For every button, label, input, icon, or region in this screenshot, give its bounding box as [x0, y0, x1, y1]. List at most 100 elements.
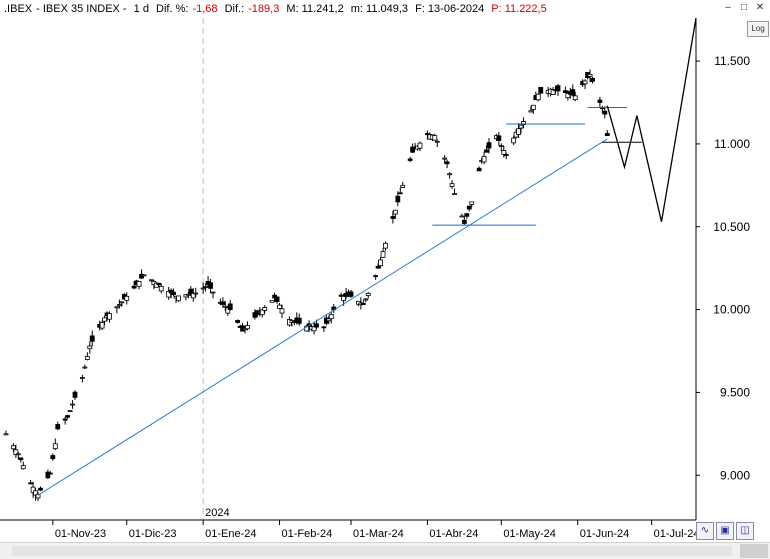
minimize-icon[interactable]: – [725, 2, 731, 13]
candle-body [555, 85, 561, 92]
scroll-right-button[interactable] [740, 544, 768, 558]
dif-value: -189,3 [248, 3, 280, 15]
candle-body [373, 275, 379, 278]
candle-body [314, 323, 319, 328]
log-scale-toggle[interactable]: Log [747, 21, 769, 37]
candle-body [341, 295, 347, 301]
candle-body [18, 457, 24, 461]
candle-body [378, 259, 383, 267]
candle-body [208, 282, 213, 289]
candle-body [363, 298, 369, 301]
candle-body [225, 307, 231, 314]
candle-body [262, 307, 268, 311]
candle-body [210, 291, 216, 294]
candle-body [590, 77, 595, 82]
candle-layer [3, 69, 610, 502]
candle-body [501, 150, 507, 155]
candle-body [279, 308, 285, 314]
instrument-name: - IBEX 35 INDEX - [36, 3, 127, 15]
candle-body [28, 482, 34, 485]
candle-body [442, 157, 448, 160]
candle-body [604, 133, 610, 137]
candle-body [55, 424, 61, 430]
restore-icon[interactable]: □ [740, 2, 748, 13]
candle-body [365, 292, 371, 296]
candle-body [407, 158, 413, 161]
candle-body [380, 251, 386, 258]
candle-body [496, 135, 502, 142]
candle-body [587, 73, 593, 77]
candle-body [79, 377, 85, 379]
candle-body [582, 80, 588, 85]
candle-body [158, 285, 164, 292]
candle-body [518, 124, 524, 129]
candle-body [397, 192, 403, 195]
candle-body [452, 193, 457, 196]
candle-body [148, 279, 154, 282]
candle-body [432, 135, 438, 141]
candle-body [15, 453, 21, 456]
candle-body [200, 287, 206, 290]
candle-body [348, 291, 354, 297]
candle-body [193, 292, 199, 295]
x-tick-label: 01-Ene-24 [205, 528, 256, 540]
y-tick-label: 11.500 [714, 54, 750, 68]
candle-body [392, 209, 398, 215]
candle-body [107, 313, 112, 320]
candle-body [274, 296, 280, 302]
scrollbar-thumb[interactable] [12, 546, 732, 556]
candle-body [235, 320, 241, 323]
chart-controls: ∿ ▣ ◫ [696, 522, 754, 540]
overlay-layer [37, 17, 697, 496]
close-icon[interactable]: ✕ [755, 2, 765, 13]
candle-body [328, 313, 334, 320]
candle-body [444, 161, 450, 165]
candle-body [20, 465, 26, 470]
candle-body [296, 317, 302, 324]
candle-body [176, 295, 181, 302]
candle-body [597, 99, 603, 103]
candle-body [466, 205, 472, 210]
zoom-icon[interactable]: ∿ [696, 522, 714, 540]
candle-body [3, 433, 9, 436]
candle-body [47, 472, 53, 475]
candle-body [45, 471, 51, 479]
candle-body [410, 146, 416, 153]
candle-body [464, 213, 470, 217]
x-tick-label: 01-Feb-24 [282, 528, 333, 540]
candle-body [269, 299, 275, 303]
candle-body [185, 293, 191, 296]
candle-body [50, 455, 56, 460]
candle-body [203, 285, 209, 288]
x-tick-label: 01-Jul-24 [654, 528, 700, 540]
candle-body [498, 145, 504, 147]
candle-body [52, 443, 58, 450]
candle-body [447, 173, 452, 176]
candle-body [390, 216, 396, 219]
y-tick-label: 10.000 [713, 303, 750, 317]
layout-icon[interactable]: ◫ [736, 522, 754, 540]
candle-body [486, 142, 492, 149]
candle-body [521, 121, 526, 125]
candle-body [70, 403, 75, 406]
candle-body [10, 445, 16, 450]
candle-body [484, 149, 489, 153]
save-icon[interactable]: ▣ [716, 522, 734, 540]
candle-body [65, 415, 71, 418]
candle-body [528, 110, 534, 113]
candle-body [516, 128, 521, 135]
candle-body [67, 410, 73, 413]
date-value: F: 13-06-2024 [415, 3, 485, 15]
candle-body [38, 487, 43, 491]
candle-body [459, 215, 465, 218]
candle-body [535, 93, 541, 101]
candle-body [131, 285, 137, 289]
candle-body [449, 183, 455, 187]
x-tick-label: 01-Nov-23 [55, 528, 106, 540]
candle-body [570, 89, 576, 96]
candle-body [476, 167, 482, 172]
candle-body [321, 326, 327, 329]
horizontal-scrollbar[interactable] [0, 542, 770, 559]
candle-body [503, 154, 509, 156]
